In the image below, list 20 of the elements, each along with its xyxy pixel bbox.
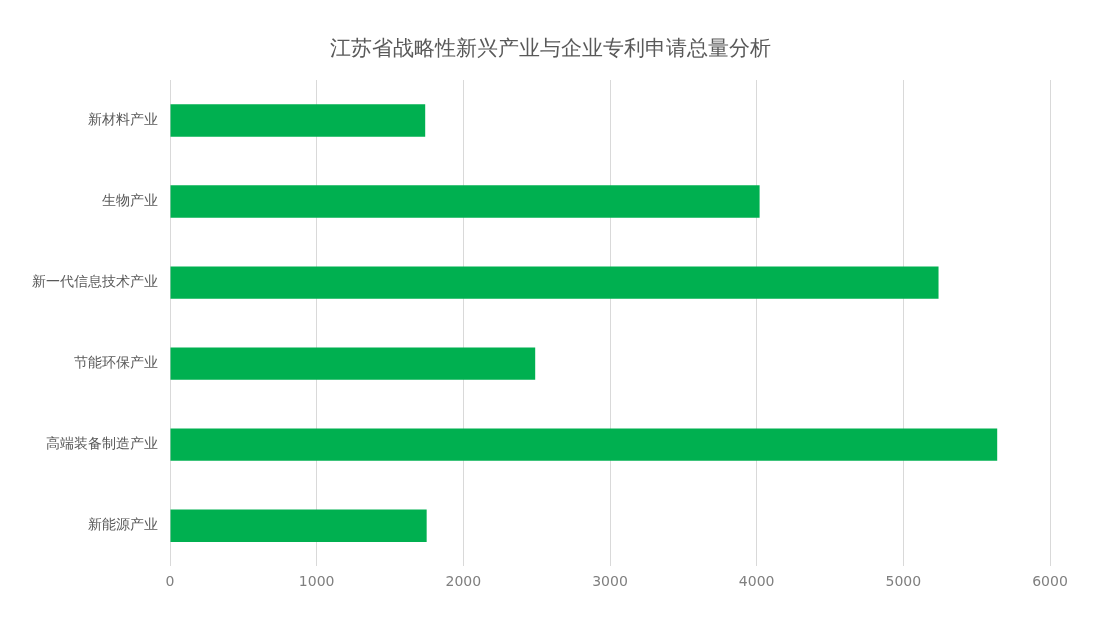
x-tick-label: 1000 [298, 573, 335, 590]
x-tick-label: 2000 [445, 573, 482, 590]
bar [170, 428, 998, 461]
chart-title: 江苏省战略性新兴产业与企业专利申请总量分析 [328, 35, 772, 62]
bar [170, 104, 426, 137]
y-tick-label: 生物产业 [102, 192, 158, 209]
x-tick-label: 5000 [885, 573, 922, 590]
y-tick-label: 新材料产业 [88, 111, 158, 128]
bar [170, 347, 536, 380]
x-tick-label: 4000 [738, 573, 775, 590]
bar [170, 509, 427, 542]
bar [170, 185, 760, 218]
x-tick-label: 3000 [592, 573, 628, 590]
bar [170, 266, 939, 299]
y-tick-label: 新一代信息技术产业 [32, 273, 158, 290]
x-tick-label: 0 [165, 573, 175, 590]
y-tick-label: 节能环保产业 [74, 354, 158, 371]
x-tick-label: 6000 [1032, 573, 1068, 590]
y-tick-label: 新能源产业 [88, 516, 158, 533]
y-tick-label: 高端装备制造产业 [46, 435, 158, 452]
